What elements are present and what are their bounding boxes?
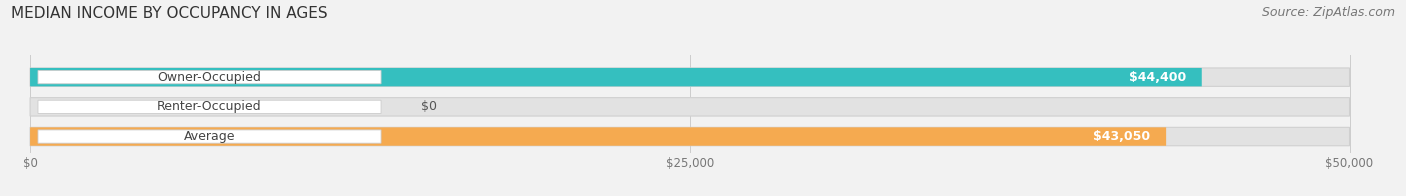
- Text: Renter-Occupied: Renter-Occupied: [157, 100, 262, 113]
- FancyBboxPatch shape: [30, 127, 1166, 146]
- FancyBboxPatch shape: [30, 68, 1202, 86]
- Text: MEDIAN INCOME BY OCCUPANCY IN AGES: MEDIAN INCOME BY OCCUPANCY IN AGES: [11, 6, 328, 21]
- FancyBboxPatch shape: [38, 71, 381, 84]
- FancyBboxPatch shape: [30, 68, 1350, 86]
- FancyBboxPatch shape: [38, 130, 381, 143]
- Text: Owner-Occupied: Owner-Occupied: [157, 71, 262, 84]
- Text: $0: $0: [420, 100, 437, 113]
- FancyBboxPatch shape: [30, 127, 1350, 146]
- FancyBboxPatch shape: [38, 100, 381, 113]
- Text: $44,400: $44,400: [1129, 71, 1185, 84]
- Text: Source: ZipAtlas.com: Source: ZipAtlas.com: [1261, 6, 1395, 19]
- FancyBboxPatch shape: [30, 98, 1350, 116]
- Text: $43,050: $43,050: [1094, 130, 1150, 143]
- Text: Average: Average: [184, 130, 235, 143]
